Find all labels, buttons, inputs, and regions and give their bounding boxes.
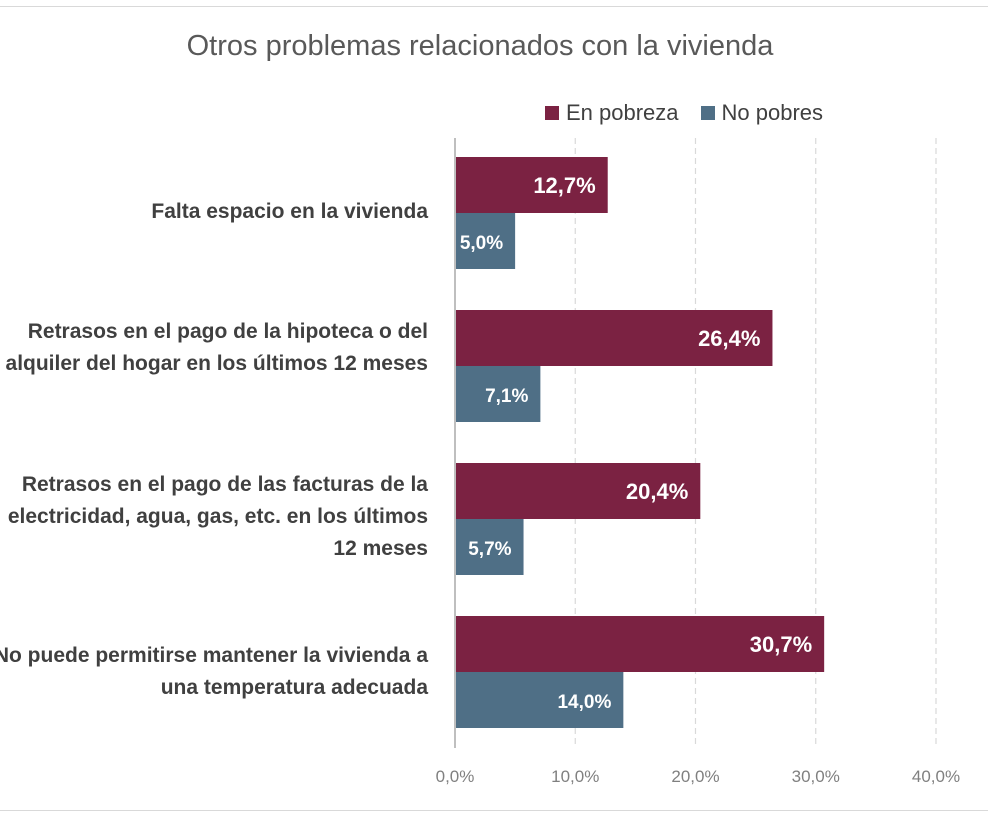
- legend-swatch-no-pobres: [700, 106, 715, 120]
- x-tick-label-20: 20,0%: [671, 767, 719, 786]
- x-tick-label-0: 0,0%: [436, 767, 475, 786]
- data-label-en-pobreza-3: 30,7%: [750, 632, 812, 657]
- bar-en-pobreza-3: [455, 616, 825, 672]
- category-label-temperatura: No puede permitirse mantener la vivienda…: [0, 644, 428, 699]
- legend-label-en-pobreza: En pobreza: [566, 100, 679, 125]
- frame-top-border: [0, 6, 988, 7]
- data-label-no-pobres-1: 7,1%: [485, 386, 528, 407]
- bar-en-pobreza-0: [455, 157, 608, 213]
- x-tick-label-10: 10,0%: [551, 767, 599, 786]
- bar-no-pobres-0: [455, 213, 516, 269]
- category-label-falta-espacio: Falta espacio en la vivienda: [151, 200, 428, 223]
- bar-no-pobres-2: [455, 519, 524, 575]
- x-tick-label-40: 40,0%: [912, 767, 960, 786]
- data-label-en-pobreza-1: 26,4%: [698, 326, 760, 351]
- frame-bottom-border: [0, 810, 988, 811]
- bar-no-pobres-1: [455, 366, 541, 422]
- chart-title: Otros problemas relacionados con la vivi…: [186, 30, 774, 62]
- bar-en-pobreza-1: [455, 310, 773, 366]
- data-label-en-pobreza-0: 12,7%: [533, 173, 595, 198]
- data-label-no-pobres-2: 5,7%: [468, 539, 511, 560]
- legend: En pobreza No pobres: [545, 100, 845, 126]
- data-label-no-pobres-3: 14,0%: [557, 692, 611, 713]
- data-label-en-pobreza-2: 20,4%: [626, 479, 688, 504]
- bar-en-pobreza-2: [455, 463, 701, 519]
- legend-item-en-pobreza: En pobreza: [545, 100, 679, 126]
- legend-label-no-pobres: No pobres: [721, 100, 824, 125]
- x-tick-label-30: 30,0%: [792, 767, 840, 786]
- bar-no-pobres-3: [455, 672, 624, 728]
- category-label-retrasos-facturas: Retrasos en el pago de las facturas de l…: [7, 473, 428, 560]
- category-label-retrasos-hipoteca: Retrasos en el pago de la hipoteca o del…: [5, 320, 428, 375]
- legend-item-no-pobres: No pobres: [700, 100, 824, 126]
- legend-swatch-en-pobreza: [545, 106, 559, 120]
- data-label-no-pobres-0: 5,0%: [460, 233, 503, 254]
